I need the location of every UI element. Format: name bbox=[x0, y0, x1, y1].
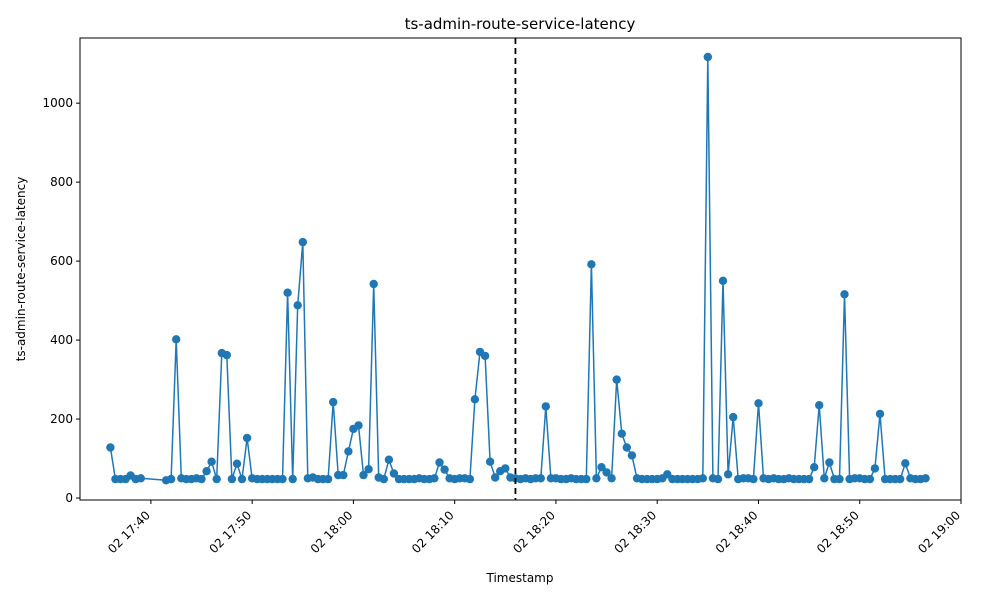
data-point bbox=[465, 474, 475, 484]
data-point bbox=[293, 301, 302, 310]
data-point bbox=[870, 464, 880, 473]
data-point bbox=[298, 237, 307, 247]
y-tick-label: 200 bbox=[50, 412, 73, 426]
data-point bbox=[921, 474, 930, 483]
data-point bbox=[804, 474, 814, 484]
data-point bbox=[835, 474, 844, 484]
x-axis-title: Timestamp bbox=[486, 571, 554, 585]
data-point bbox=[749, 474, 758, 484]
y-tick-label: 600 bbox=[50, 254, 73, 268]
data-point bbox=[212, 474, 221, 484]
data-point bbox=[627, 451, 637, 460]
data-point bbox=[384, 455, 394, 464]
data-point bbox=[344, 447, 353, 456]
data-point bbox=[536, 474, 545, 483]
data-point bbox=[703, 52, 712, 62]
y-axis-title: ts-admin-route-service-latency bbox=[14, 177, 28, 362]
data-point bbox=[815, 401, 824, 410]
data-point bbox=[197, 474, 206, 484]
data-point bbox=[810, 463, 819, 472]
y-tick-label: 400 bbox=[50, 333, 73, 347]
data-point bbox=[369, 279, 378, 289]
data-point bbox=[587, 260, 596, 269]
data-point bbox=[698, 474, 707, 483]
data-point bbox=[323, 474, 333, 484]
data-point bbox=[582, 474, 591, 484]
data-point bbox=[288, 474, 297, 484]
data-point bbox=[430, 474, 439, 483]
data-point bbox=[222, 350, 231, 360]
data-point bbox=[754, 399, 763, 408]
data-point bbox=[491, 473, 500, 482]
data-point bbox=[364, 465, 373, 474]
data-point bbox=[602, 468, 611, 477]
data-point bbox=[622, 443, 631, 452]
data-point bbox=[202, 467, 211, 476]
plot-frame bbox=[79, 37, 962, 501]
data-point bbox=[166, 474, 176, 484]
data-point bbox=[136, 474, 145, 483]
data-point bbox=[865, 474, 875, 484]
y-tick-label: 800 bbox=[50, 175, 73, 189]
data-point bbox=[278, 474, 287, 484]
data-point bbox=[825, 458, 834, 467]
data-point bbox=[723, 470, 733, 479]
data-point bbox=[435, 458, 444, 467]
data-point bbox=[470, 395, 480, 404]
data-point bbox=[840, 290, 849, 299]
data-point bbox=[354, 421, 363, 430]
data-point bbox=[283, 288, 292, 297]
y-tick-label: 0 bbox=[65, 491, 73, 505]
data-point bbox=[875, 409, 885, 419]
data-point bbox=[207, 457, 216, 466]
data-point bbox=[359, 470, 368, 480]
chart-title: ts-admin-route-service-latency bbox=[405, 15, 636, 33]
plot-area bbox=[106, 38, 930, 500]
data-point bbox=[718, 276, 728, 285]
data-point bbox=[227, 474, 237, 484]
data-point bbox=[485, 457, 495, 466]
data-point bbox=[480, 351, 490, 361]
data-point bbox=[232, 459, 242, 468]
data-point bbox=[237, 474, 247, 484]
y-tick-label: 1000 bbox=[42, 96, 73, 110]
data-point bbox=[172, 335, 181, 344]
data-point bbox=[541, 402, 550, 411]
data-point bbox=[729, 412, 738, 422]
y-axis: 0 200 400 600 800 1000 bbox=[42, 96, 80, 505]
data-point bbox=[612, 375, 621, 384]
data-point bbox=[901, 459, 910, 468]
data-point bbox=[379, 474, 388, 484]
data-point bbox=[339, 470, 348, 480]
data-point bbox=[592, 474, 601, 483]
data-point bbox=[440, 465, 449, 474]
data-point bbox=[329, 397, 338, 407]
data-point bbox=[617, 429, 626, 438]
data-point bbox=[597, 463, 606, 472]
data-point bbox=[106, 443, 115, 452]
data-point bbox=[242, 433, 252, 443]
data-point bbox=[713, 474, 723, 484]
data-point bbox=[389, 469, 399, 478]
data-point bbox=[501, 464, 510, 473]
data-point bbox=[607, 474, 616, 483]
data-point bbox=[820, 474, 829, 483]
data-point bbox=[896, 474, 905, 484]
